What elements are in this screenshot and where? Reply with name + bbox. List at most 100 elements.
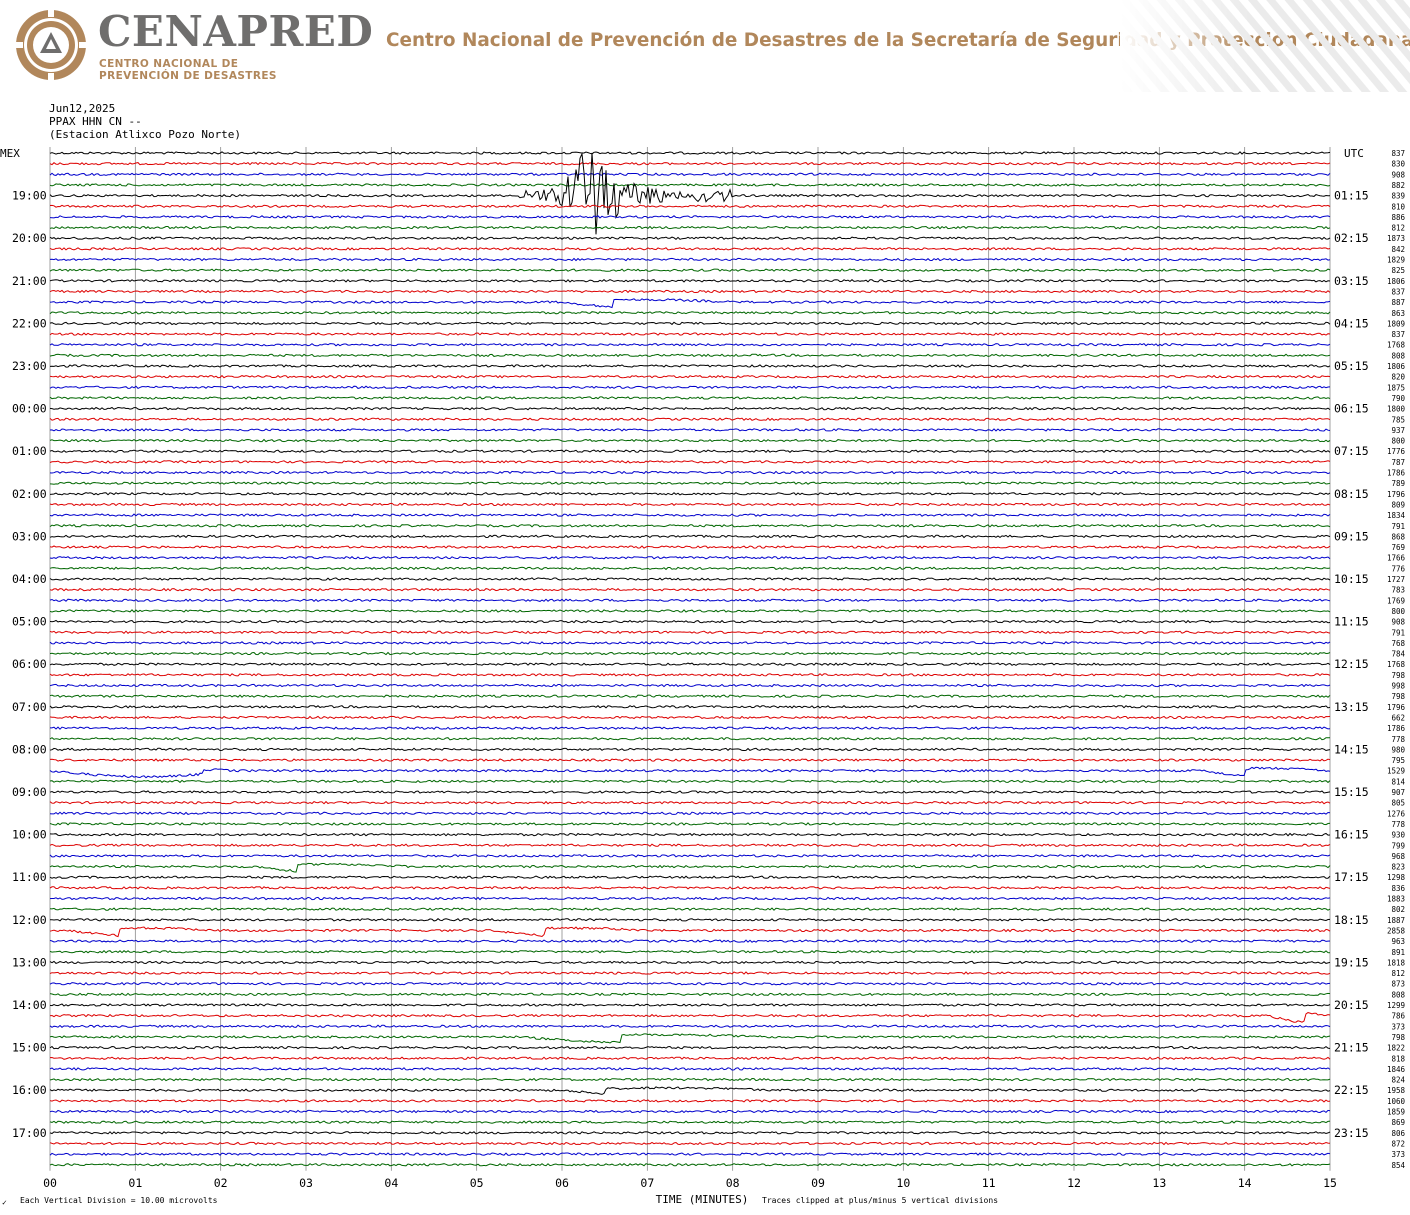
trace-count-label: 882 bbox=[1391, 181, 1405, 190]
trace-count-label: 891 bbox=[1391, 948, 1405, 957]
mex-hour-label: 00:00 bbox=[12, 402, 47, 416]
seismic-trace bbox=[49, 481, 1331, 485]
minute-tick-label: 07 bbox=[640, 1176, 654, 1190]
trace-count-label: 1776 bbox=[1387, 447, 1406, 456]
trace-count-label: 863 bbox=[1391, 309, 1405, 318]
utc-hour-label: 08:15 bbox=[1334, 487, 1369, 501]
traces bbox=[49, 151, 1331, 1167]
minute-tick-label: 10 bbox=[896, 1176, 910, 1190]
seismic-trace bbox=[49, 470, 1331, 475]
minute-tick-label: 09 bbox=[811, 1176, 825, 1190]
trace-count-label: 814 bbox=[1391, 777, 1405, 786]
trace-count-label: 873 bbox=[1391, 980, 1405, 989]
seismic-trace bbox=[49, 981, 1331, 986]
brand-subtitle-line-1: CENTRO NACIONAL DE bbox=[99, 58, 239, 70]
brand-subtitle-line-2: PREVENCIÓN DE DESASTRES bbox=[99, 70, 277, 82]
trace-count-label: 1887 bbox=[1387, 916, 1405, 925]
seismic-trace bbox=[49, 971, 1331, 975]
mex-hour-label: 02:00 bbox=[12, 487, 47, 501]
mex-hour-label: 10:00 bbox=[12, 828, 47, 842]
minute-tick-label: 00 bbox=[43, 1176, 57, 1190]
trace-count-label: 869 bbox=[1391, 1118, 1405, 1127]
trace-count-label: 836 bbox=[1391, 884, 1405, 893]
seismic-trace bbox=[49, 545, 1331, 549]
seismic-trace bbox=[49, 279, 1331, 283]
utc-hour-label: 06:15 bbox=[1334, 402, 1369, 416]
seismic-trace bbox=[49, 766, 1331, 779]
trace-count-label: 968 bbox=[1391, 852, 1405, 861]
trace-count-label: 800 bbox=[1391, 437, 1405, 446]
utc-hour-label: 11:15 bbox=[1334, 615, 1369, 629]
seismic-trace bbox=[49, 1067, 1331, 1071]
mex-hour-label: 08:00 bbox=[12, 742, 47, 756]
record-date: Jun12,2025 bbox=[49, 102, 116, 115]
trace-count-label: 812 bbox=[1391, 969, 1405, 978]
minute-tick-label: 14 bbox=[1238, 1176, 1252, 1190]
seismic-trace bbox=[49, 779, 1331, 784]
trace-count-label: 837 bbox=[1391, 287, 1405, 296]
minute-tick-label: 02 bbox=[214, 1176, 228, 1190]
trace-count-label: 868 bbox=[1391, 532, 1405, 541]
brand-name: CENAPRED bbox=[98, 7, 374, 56]
utc-hour-label: 22:15 bbox=[1334, 1083, 1369, 1097]
trace-count-label: 1768 bbox=[1387, 660, 1406, 669]
utc-hour-label: 18:15 bbox=[1334, 913, 1369, 927]
trace-count-label: 830 bbox=[1391, 160, 1405, 169]
seismic-trace bbox=[49, 204, 1331, 208]
mex-hour-label: 01:00 bbox=[12, 444, 47, 458]
trace-count-label: 783 bbox=[1391, 586, 1405, 595]
mex-hour-label: 17:00 bbox=[12, 1126, 47, 1140]
trace-count-label: 776 bbox=[1391, 564, 1405, 573]
minute-tick-label: 03 bbox=[299, 1176, 313, 1190]
trace-count-label: 806 bbox=[1391, 1129, 1405, 1138]
seismic-trace bbox=[49, 630, 1331, 634]
seismic-trace bbox=[49, 598, 1331, 603]
trace-count-label: 1818 bbox=[1387, 958, 1406, 967]
trace-count-label: 1800 bbox=[1387, 405, 1406, 414]
seismic-trace bbox=[49, 396, 1331, 400]
seismic-trace bbox=[49, 662, 1331, 667]
seismic-trace bbox=[49, 513, 1331, 517]
trace-count-label: 778 bbox=[1391, 735, 1405, 744]
mex-hour-label: 21:00 bbox=[12, 274, 47, 288]
mex-hour-label: 19:00 bbox=[12, 189, 47, 203]
trace-count-label: 930 bbox=[1391, 831, 1405, 840]
trace-count-label: 908 bbox=[1391, 170, 1405, 179]
trace-count-label: 808 bbox=[1391, 990, 1405, 999]
trace-count-label: 887 bbox=[1391, 298, 1405, 307]
mex-hour-label: 22:00 bbox=[12, 316, 47, 330]
mex-hour-label: 11:00 bbox=[12, 870, 47, 884]
header: CENAPRED CENTRO NACIONAL DE PREVENCIÓN D… bbox=[0, 0, 1410, 92]
seismic-trace bbox=[49, 417, 1331, 421]
trace-count-label: 872 bbox=[1391, 1139, 1405, 1148]
utc-zone-label: UTC bbox=[1344, 147, 1364, 160]
trace-count-label: 1529 bbox=[1387, 767, 1405, 776]
trace-count-label: 1766 bbox=[1387, 554, 1406, 563]
seismic-trace bbox=[49, 257, 1331, 262]
trace-count-label: 1299 bbox=[1387, 1001, 1405, 1010]
utc-hour-label: 09:15 bbox=[1334, 529, 1369, 543]
trace-count-label: 825 bbox=[1391, 266, 1405, 275]
trace-count-label: 1883 bbox=[1387, 895, 1405, 904]
seismic-trace bbox=[49, 832, 1331, 837]
trace-count-label: 908 bbox=[1391, 618, 1405, 627]
trace-count-label: 810 bbox=[1391, 202, 1405, 211]
seismic-trace bbox=[49, 151, 1331, 155]
cenapred-logo-icon bbox=[16, 10, 86, 80]
mex-zone-label: MEX bbox=[0, 147, 20, 160]
trace-count-label: 1276 bbox=[1387, 809, 1406, 818]
trace-count-label: 802 bbox=[1391, 905, 1405, 914]
trace-count-label: 1875 bbox=[1387, 383, 1405, 392]
seismic-trace bbox=[49, 1033, 1331, 1044]
minute-tick-label: 06 bbox=[555, 1176, 569, 1190]
utc-hour-label: 04:15 bbox=[1334, 316, 1369, 330]
seismic-trace bbox=[49, 247, 1331, 251]
seismic-trace bbox=[49, 161, 1331, 166]
seismic-trace bbox=[49, 524, 1331, 528]
station-channel: PPAX HHN CN -- bbox=[49, 115, 142, 128]
minute-tick-label: 12 bbox=[1067, 1176, 1081, 1190]
trace-count-label: 805 bbox=[1391, 799, 1405, 808]
trace-count-label: 837 bbox=[1391, 149, 1405, 158]
trace-count-label: 818 bbox=[1391, 1054, 1405, 1063]
trace-count-label: 787 bbox=[1391, 458, 1405, 467]
